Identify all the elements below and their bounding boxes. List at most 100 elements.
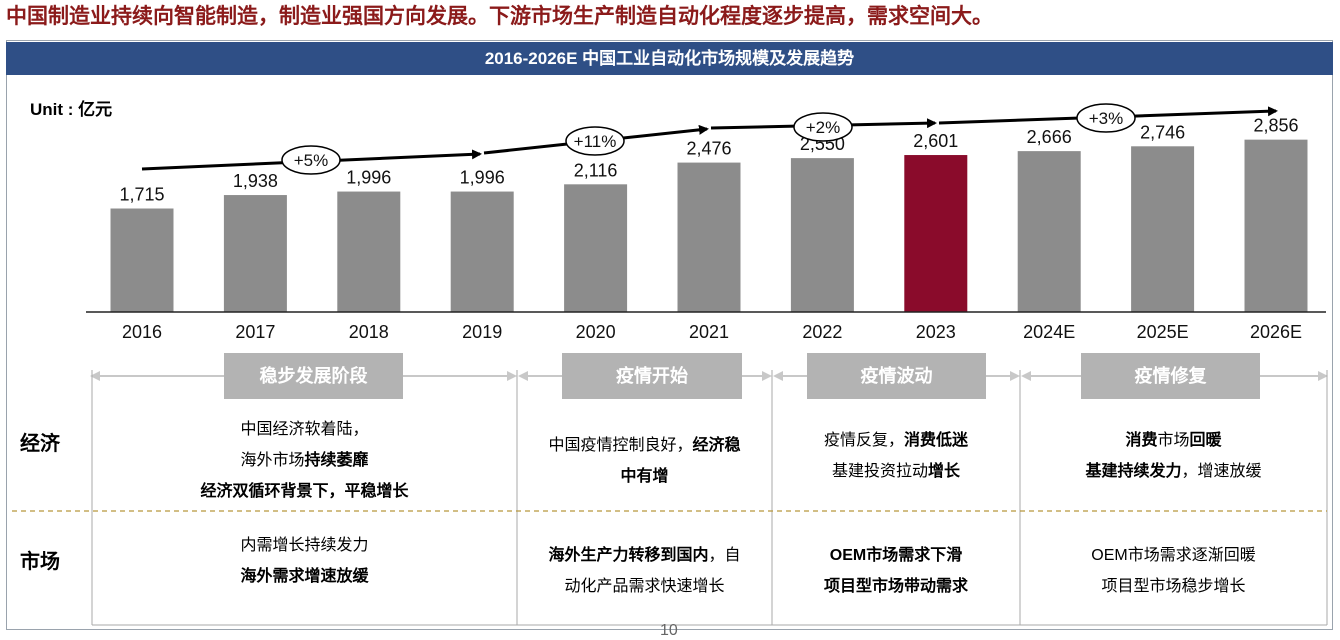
data-label-2024E: 2,666 xyxy=(1027,127,1072,147)
economy-line: 海外市场持续萎靡 xyxy=(92,445,517,476)
market-text: OEM市场需求下滑 xyxy=(829,547,963,564)
economy-line: 基建持续发力，增速放缓 xyxy=(1020,456,1327,487)
headline: 中国制造业持续向智能制造，制造业强国方向发展。下游市场生产制造自动化程度逐步提高… xyxy=(6,5,993,28)
x-tick-2024E: 2024E xyxy=(1023,322,1075,342)
bar-2018 xyxy=(337,191,401,312)
economy-line: 中有增 xyxy=(517,461,772,492)
growth-label-1: +5% xyxy=(294,151,329,170)
growth-label-3: +2% xyxy=(806,118,841,137)
economy-text: 消费低迷 xyxy=(904,432,969,449)
page-number: 10 xyxy=(660,622,678,639)
market-text: OEM市场需求逐渐回暖 xyxy=(1091,547,1256,564)
economy-line: 疫情反复，消费低迷 xyxy=(772,425,1020,456)
economy-line: 基建投资拉动增长 xyxy=(772,456,1020,487)
data-label-2021: 2,476 xyxy=(686,139,731,159)
economy-cell-3: 疫情反复，消费低迷 基建投资拉动增长 xyxy=(772,425,1020,487)
economy-text: 中国疫情控制良好， xyxy=(548,437,693,454)
data-label-2018: 1,996 xyxy=(346,168,391,188)
market-cell-4: OEM市场需求逐渐回暖项目型市场稳步增长 xyxy=(1020,540,1327,602)
economy-text: 消费 xyxy=(1125,432,1158,449)
economy-text: 经济双循环背景下，平稳增长 xyxy=(200,483,409,500)
market-text: ，自 xyxy=(708,547,741,564)
market-line: OEM市场需求下滑 xyxy=(772,540,1020,571)
market-line: 项目型市场稳步增长 xyxy=(1020,571,1327,602)
economy-cell-1: 中国经济软着陆， 海外市场持续萎靡经济双循环背景下，平稳增长 xyxy=(92,414,517,507)
market-cell-3: OEM市场需求下滑 项目型市场带动需求 xyxy=(772,540,1020,602)
bar-2024E xyxy=(1017,151,1081,312)
market-text: 内需增长持续发力 xyxy=(240,537,369,554)
economy-text: 中国经济软着陆， xyxy=(240,421,369,438)
economy-line: 经济双循环背景下，平稳增长 xyxy=(92,476,517,507)
x-tick-2025E: 2025E xyxy=(1137,322,1189,342)
phase-label-2: 疫情开始 xyxy=(562,353,742,399)
data-label-2026E: 2,856 xyxy=(1253,116,1298,136)
data-label-2016: 1,715 xyxy=(119,185,164,205)
market-line: 内需增长持续发力 xyxy=(92,530,517,561)
market-line: OEM市场需求逐渐回暖 xyxy=(1020,540,1327,571)
market-text: 海外生产力转移到国内 xyxy=(548,547,709,564)
market-line: 项目型市场带动需求 xyxy=(772,571,1020,602)
unit-label: Unit : 亿元 xyxy=(30,100,113,119)
x-tick-2017: 2017 xyxy=(235,322,275,342)
economy-text: ，增速放缓 xyxy=(1181,463,1262,480)
bar-2017 xyxy=(223,195,287,312)
x-tick-2016: 2016 xyxy=(122,322,162,342)
market-line: 动化产品需求快速增长 xyxy=(517,571,772,602)
market-text: 项目型市场带动需求 xyxy=(823,578,968,595)
bar-2023 xyxy=(904,155,968,312)
row-label-economy: 经济 xyxy=(20,433,60,455)
x-tick-2020: 2020 xyxy=(576,322,616,342)
phase-label-4: 疫情修复 xyxy=(1081,353,1260,399)
economy-line: 中国经济软着陆， xyxy=(92,414,517,445)
bar-2022 xyxy=(790,158,854,312)
chart-title-banner: 2016-2026E 中国工业自动化市场规模及发展趋势 xyxy=(6,42,1333,75)
growth-badge-4 xyxy=(1076,103,1136,133)
data-label-2017: 1,938 xyxy=(233,171,278,191)
x-tick-2023: 2023 xyxy=(916,322,956,342)
growth-badge-1 xyxy=(281,145,341,175)
x-tick-2018: 2018 xyxy=(349,322,389,342)
growth-badge-3 xyxy=(793,112,853,142)
bar-2021 xyxy=(677,162,741,312)
growth-label-4: +3% xyxy=(1089,109,1124,128)
economy-cell-2: 中国疫情控制良好，经济稳中有增 xyxy=(517,430,772,492)
economy-text: 持续萎靡 xyxy=(304,452,369,469)
bar-2016 xyxy=(110,208,174,312)
phase-label-1: 稳步发展阶段 xyxy=(224,353,403,399)
bar-2026E xyxy=(1244,139,1308,312)
economy-text: 市场 xyxy=(1157,432,1190,449)
bar-2025E xyxy=(1131,146,1195,312)
content-frame xyxy=(6,40,1333,630)
economy-text: 基建投资拉动 xyxy=(831,463,928,480)
economy-cell-4: 消费市场回暖 基建持续发力，增速放缓 xyxy=(1020,425,1327,487)
x-tick-2021: 2021 xyxy=(689,322,729,342)
data-label-2023: 2,601 xyxy=(913,131,958,151)
economy-text: 海外市场 xyxy=(240,452,305,469)
data-label-2019: 1,996 xyxy=(460,168,505,188)
economy-text: 基建持续发力 xyxy=(1085,463,1182,480)
market-line: 海外需求增速放缓 xyxy=(92,561,517,592)
x-tick-2022: 2022 xyxy=(802,322,842,342)
x-tick-2026E: 2026E xyxy=(1250,322,1302,342)
growth-label-2: +11% xyxy=(574,132,617,151)
x-tick-2019: 2019 xyxy=(462,322,502,342)
data-label-2020: 2,116 xyxy=(574,160,618,180)
economy-text: 经济稳 xyxy=(692,437,741,454)
bar-2020 xyxy=(564,184,628,312)
bar-2019 xyxy=(450,191,514,312)
growth-badge-2 xyxy=(565,126,625,156)
market-text: 动化产品需求快速增长 xyxy=(564,578,725,595)
economy-text: 增长 xyxy=(928,463,961,480)
economy-line: 消费市场回暖 xyxy=(1020,425,1327,456)
economy-text: 中有增 xyxy=(620,468,669,485)
phase-label-3: 疫情波动 xyxy=(807,353,986,399)
market-cell-2: 海外生产力转移到国内，自动化产品需求快速增长 xyxy=(517,540,772,602)
market-cell-1: 内需增长持续发力 海外需求增速放缓 xyxy=(92,530,517,592)
market-line: 海外生产力转移到国内，自 xyxy=(517,540,772,571)
data-label-2025E: 2,746 xyxy=(1140,122,1185,142)
economy-text: 回暖 xyxy=(1189,432,1222,449)
economy-line: 中国疫情控制良好，经济稳 xyxy=(517,430,772,461)
economy-text: 疫情反复， xyxy=(823,432,904,449)
market-text: 海外需求增速放缓 xyxy=(240,568,369,585)
